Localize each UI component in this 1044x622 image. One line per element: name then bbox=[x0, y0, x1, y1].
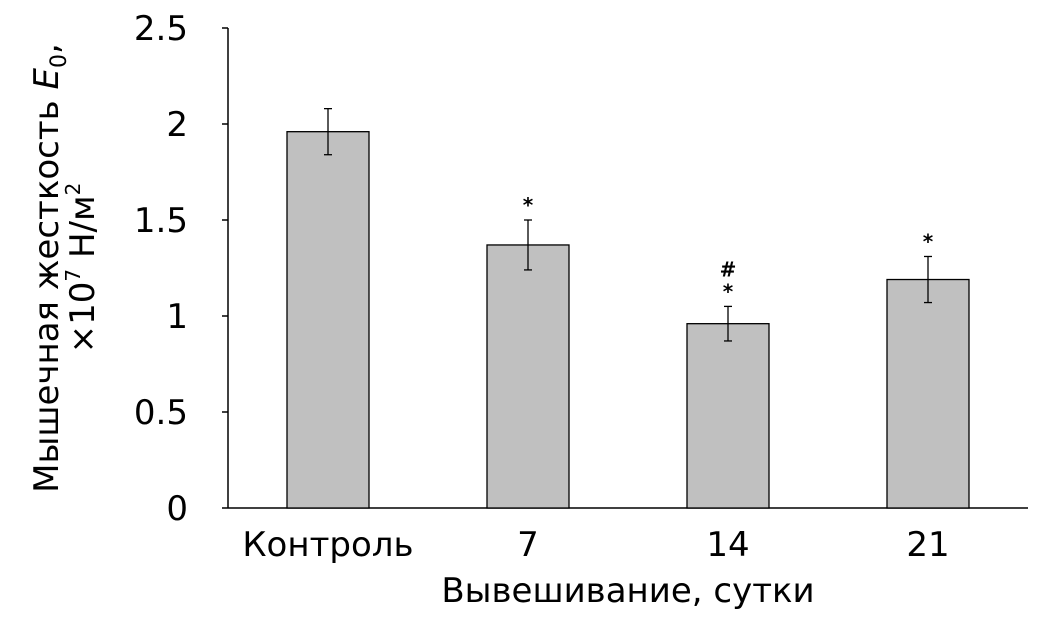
significance-markers: *#** bbox=[523, 193, 934, 303]
y-axis-title-exponent: 7 bbox=[61, 269, 85, 282]
y-axis-title-line1-prefix: Мышечная жесткость bbox=[27, 89, 67, 492]
y-tick-label: 0 bbox=[166, 489, 188, 529]
significance-marker: * bbox=[723, 279, 734, 303]
y-tick-label: 1 bbox=[166, 297, 188, 337]
category-labels: Контроль 7 14 21 bbox=[242, 525, 949, 565]
y-tick-label: 2.5 bbox=[134, 9, 188, 49]
y-axis-title-unit: Н/м bbox=[63, 195, 103, 268]
x-axis-title: Вывешивание, сутки bbox=[441, 571, 814, 611]
y-ticks: 0 0.5 1 1.5 2 2.5 bbox=[134, 9, 228, 529]
significance-marker: # bbox=[720, 257, 737, 281]
svg-text:×107 Н/м2: ×107 Н/м2 bbox=[61, 183, 103, 354]
category-label: 7 bbox=[517, 525, 539, 565]
y-axis-title-unit-exponent: 2 bbox=[61, 183, 85, 196]
y-tick-label: 2 bbox=[166, 105, 188, 145]
error-bars bbox=[324, 107, 932, 342]
y-axis-title-subscript: 0 bbox=[47, 54, 72, 68]
y-axis-title-symbol: E bbox=[27, 67, 67, 89]
svg-text:Мышечная жесткость E0,: Мышечная жесткость E0, bbox=[27, 43, 72, 493]
y-axis-title-line1-suffix: , bbox=[27, 43, 67, 54]
bar bbox=[286, 131, 370, 509]
category-label: 21 bbox=[906, 525, 949, 565]
significance-marker: * bbox=[923, 229, 934, 253]
bar bbox=[486, 244, 570, 509]
bar bbox=[686, 323, 770, 509]
y-tick-label: 1.5 bbox=[134, 201, 188, 241]
category-label: Контроль bbox=[242, 525, 413, 565]
y-tick-label: 0.5 bbox=[134, 393, 188, 433]
y-axis-title: Мышечная жесткость E0, ×107 Н/м2 bbox=[27, 43, 103, 493]
y-axis-title-line2-prefix: ×10 bbox=[63, 282, 103, 354]
significance-marker: * bbox=[523, 193, 534, 217]
bar bbox=[886, 278, 970, 509]
bars bbox=[286, 131, 970, 509]
category-label: 14 bbox=[706, 525, 749, 565]
